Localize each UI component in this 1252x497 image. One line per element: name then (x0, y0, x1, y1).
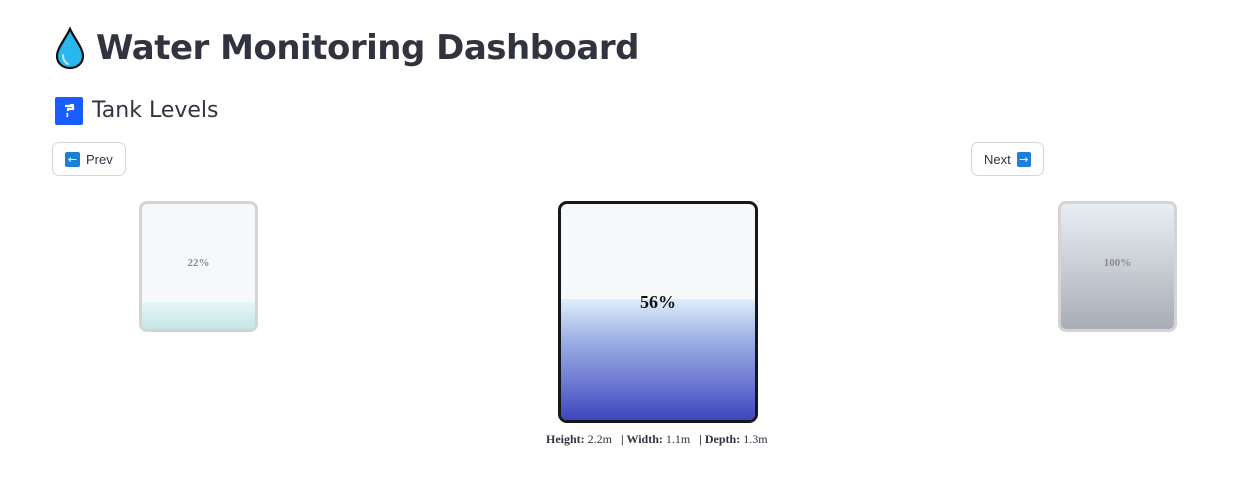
section-title: Tank Levels (92, 98, 219, 123)
height-value: 2.2m (587, 432, 613, 446)
width-value: 1.1m (665, 432, 691, 446)
tank-left-water (142, 301, 255, 329)
tank-right-level-label: 100% (1103, 257, 1132, 269)
tank-right-water (1061, 204, 1174, 329)
tank-center-level-label: 56% (640, 292, 676, 312)
header: Water Monitoring Dashboard (54, 26, 639, 70)
prev-button[interactable]: ← Prev (52, 142, 126, 176)
depth-label: | Depth: (699, 432, 741, 446)
prev-label: Prev (86, 151, 113, 167)
next-button[interactable]: Next → (971, 142, 1044, 176)
right-arrow-icon: → (1016, 151, 1031, 167)
tank-center: 56% (558, 201, 758, 423)
height-label: Height: (546, 432, 585, 446)
tank-dimensions: Height: 2.2m | Width: 1.1m | Depth: 1.3m (546, 432, 768, 447)
tank-center-water (561, 299, 755, 420)
page-title: Water Monitoring Dashboard (96, 28, 639, 68)
tank-right[interactable]: 100% (1058, 201, 1177, 332)
section-header: Tank Levels (55, 96, 219, 126)
next-label: Next (984, 151, 1011, 167)
tank-left[interactable]: 22% (139, 201, 258, 332)
water-drop-icon (54, 26, 86, 70)
depth-value: 1.3m (743, 432, 768, 446)
left-arrow-icon: ← (65, 151, 80, 167)
faucet-icon (55, 97, 83, 125)
tank-left-level-label: 22% (187, 257, 210, 269)
width-label: | Width: (621, 432, 663, 446)
